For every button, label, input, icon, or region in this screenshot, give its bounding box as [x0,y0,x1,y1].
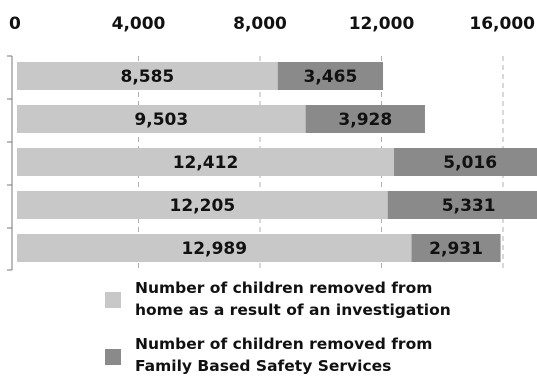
data-label: 12,989 [181,239,247,259]
y-axis [7,55,13,271]
data-label: 9,503 [134,110,188,130]
bar-segment [305,105,425,133]
data-label: 12,412 [173,153,239,173]
bar-segment [17,105,306,133]
bar-segment [387,191,537,219]
bar-segment [17,62,278,90]
bars: 8,585 3,465 9,503 3,928 12,412 5,016 12,205 5,3… [17,62,537,262]
data-label: 3,928 [338,110,392,130]
bar-segment [277,62,384,90]
legend-label: home as a result of an investigation [135,301,451,319]
legend: Number of children removed from home as a… [105,279,451,375]
x-tick-label: 12,000 [349,14,415,34]
x-tick-label: 0 [9,14,21,34]
bar-segment [411,234,501,262]
data-label: 2,931 [429,239,483,259]
bar-segment [17,148,395,176]
legend-swatch [105,349,121,365]
data-label: 5,016 [443,153,497,173]
legend-label: Family Based Safety Services [135,357,391,375]
data-label: 3,465 [304,67,358,87]
data-label: 5,331 [442,196,496,216]
bar-segment [17,234,412,262]
x-axis-tick-labels: 0 4,000 8,000 12,000 16,000 [9,14,535,34]
x-tick-label: 4,000 [112,14,166,34]
data-label: 12,205 [170,196,236,216]
legend-swatch [105,292,121,308]
bar-segment [394,148,537,176]
bar-segment [17,191,388,219]
x-tick-label: 16,000 [469,14,535,34]
legend-label: Number of children removed from [135,279,432,297]
data-label: 8,585 [120,67,174,87]
legend-label: Number of children removed from [135,335,432,353]
x-tick-label: 8,000 [233,14,287,34]
